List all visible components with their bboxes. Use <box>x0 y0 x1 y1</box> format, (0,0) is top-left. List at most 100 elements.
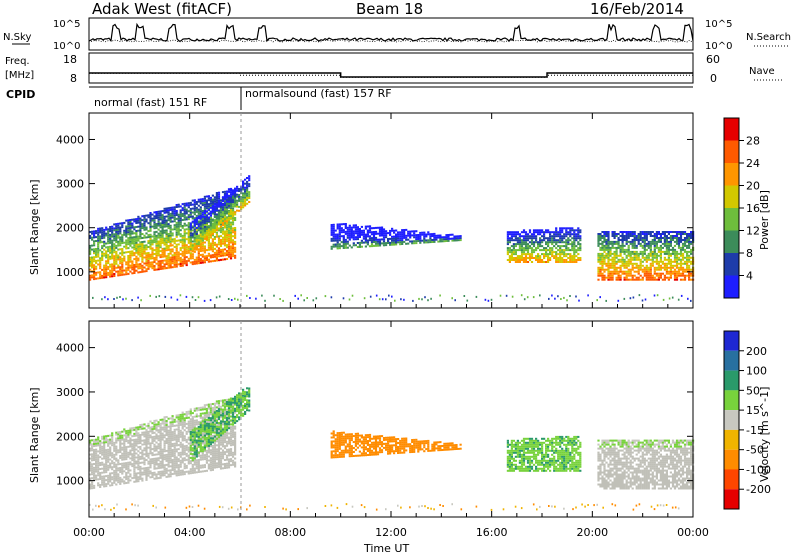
data-cell <box>657 264 660 267</box>
data-cell <box>191 253 194 256</box>
data-cell <box>119 248 122 251</box>
data-cell <box>193 227 196 230</box>
clutter-cell <box>255 297 257 300</box>
data-cell <box>655 266 658 269</box>
data-cell <box>199 243 202 246</box>
data-cell <box>625 239 628 241</box>
data-cell <box>127 469 130 472</box>
data-cell <box>629 240 632 243</box>
data-cell <box>91 447 94 450</box>
data-cell <box>145 433 148 436</box>
data-cell <box>187 259 190 262</box>
data-cell <box>621 240 624 243</box>
data-cell <box>621 264 624 267</box>
data-cell <box>199 215 202 218</box>
data-cell <box>559 229 562 232</box>
data-cell <box>115 477 118 480</box>
data-cell <box>681 262 685 265</box>
data-cell <box>199 208 202 211</box>
data-cell <box>199 236 202 239</box>
data-cell <box>173 246 176 248</box>
data-cell <box>161 472 164 475</box>
data-cell <box>91 455 94 458</box>
data-cell <box>189 257 192 260</box>
data-cell <box>555 247 558 250</box>
data-cell <box>573 239 576 242</box>
data-cell <box>637 264 640 267</box>
data-cell <box>653 240 656 243</box>
data-cell <box>673 252 677 255</box>
data-cell <box>356 232 359 235</box>
data-cell <box>677 270 681 273</box>
data-cell <box>215 233 218 236</box>
data-cell <box>613 268 616 271</box>
y-tick-label: 2000 <box>56 222 84 235</box>
data-cell <box>125 466 128 468</box>
data-cell <box>545 229 548 232</box>
data-cell <box>669 258 672 261</box>
data-cell <box>577 243 580 246</box>
noise-right-label: N.Search <box>746 32 791 43</box>
data-cell <box>159 226 162 229</box>
data-cell <box>183 258 186 261</box>
data-cell <box>213 215 216 218</box>
data-cell <box>242 186 245 189</box>
data-cell <box>688 266 691 269</box>
data-cell <box>185 232 188 235</box>
data-cell <box>348 238 351 241</box>
data-cell <box>539 237 542 240</box>
data-cell <box>177 231 180 234</box>
data-cell <box>547 239 550 242</box>
data-cell <box>93 232 96 235</box>
colorbar-swatch <box>724 208 739 231</box>
data-cell <box>669 237 672 239</box>
data-cell <box>109 462 112 465</box>
data-cell <box>395 243 398 246</box>
data-cell <box>211 232 214 235</box>
data-cell <box>659 256 662 259</box>
data-cell <box>155 435 158 438</box>
data-cell <box>95 458 98 461</box>
data-cell <box>175 436 178 439</box>
data-cell <box>135 263 138 266</box>
data-cell <box>429 235 432 238</box>
data-cell <box>191 199 194 202</box>
data-cell <box>175 428 178 431</box>
data-cell <box>510 245 513 248</box>
data-cell <box>567 247 570 250</box>
data-cell <box>163 223 166 226</box>
data-cell <box>524 261 528 263</box>
data-cell <box>121 253 124 256</box>
data-cell <box>211 224 214 227</box>
data-cell <box>167 248 170 251</box>
data-cell <box>211 194 214 197</box>
data-cell <box>555 241 558 244</box>
data-cell <box>539 243 542 246</box>
data-cell <box>380 232 384 235</box>
data-cell <box>688 272 691 275</box>
clutter-cell <box>644 298 647 301</box>
data-cell <box>387 232 390 235</box>
data-cell <box>211 205 214 207</box>
data-cell <box>601 254 604 257</box>
data-cell <box>657 268 660 271</box>
clutter-cell <box>92 296 94 299</box>
data-cell <box>117 481 120 484</box>
data-cell <box>221 218 225 220</box>
data-cell <box>187 436 190 439</box>
data-cell <box>203 233 206 236</box>
data-cell <box>553 257 556 259</box>
data-cell <box>221 199 225 201</box>
data-cell <box>195 246 198 249</box>
data-cell <box>217 259 221 262</box>
data-cell <box>123 430 126 433</box>
data-cell <box>171 206 174 209</box>
data-cell <box>113 223 116 226</box>
data-cell <box>149 426 152 429</box>
data-cell <box>690 268 693 271</box>
data-cell <box>225 194 229 197</box>
data-cell <box>149 213 152 216</box>
data-cell <box>683 276 687 279</box>
data-cell <box>655 252 658 255</box>
